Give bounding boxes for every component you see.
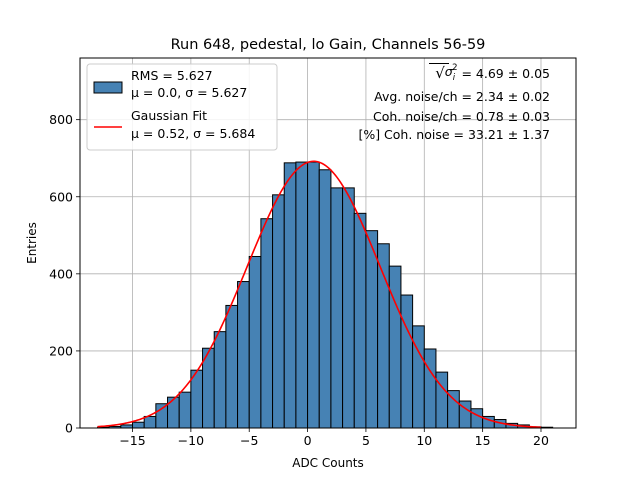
annotation-sigma-subscript: i: [453, 73, 456, 83]
histogram-bar-19: [318, 169, 332, 429]
histogram-bar-23: [365, 230, 379, 429]
histogram-bar-10: [213, 331, 227, 429]
annotation-total-noise-value: = 4.69 ± 0.05: [457, 66, 550, 81]
x-tick-label-5: 10: [416, 433, 432, 448]
annotation-avg-noise: Avg. noise/ch = 2.34 ± 0.02: [374, 89, 550, 104]
y-axis-label: Entries: [25, 222, 39, 264]
plot-frame: [79, 57, 577, 429]
x-tick-label-2: −5: [240, 433, 258, 448]
x-axis-label: ADC Counts: [292, 456, 364, 470]
histogram-bar-5: [155, 403, 169, 429]
histogram-bar-22: [353, 212, 367, 429]
legend: RMS = 5.627 μ = 0.0, σ = 5.627 Gaussian …: [86, 63, 278, 151]
chart-title: Run 648, pedestal, lo Gain, Channels 56-…: [171, 37, 486, 53]
histogram-bar-13: [248, 255, 262, 429]
histogram-bar-18: [307, 161, 320, 429]
legend-fit-stats: μ = 0.52, σ = 5.684: [131, 126, 255, 141]
x-tick-label-3: 0: [304, 433, 312, 448]
histogram-bar-12: [237, 281, 250, 429]
histogram-bar-11: [225, 304, 239, 429]
statistics-annotations: √σi2 = 4.69 ± 0.05 Avg. noise/ch = 2.34 …: [358, 63, 550, 142]
annotation-coh-noise-percent: [%] Coh. noise = 33.21 ± 1.37: [358, 127, 550, 142]
annotation-total-noise: √σi2 = 4.69 ± 0.05: [435, 63, 550, 83]
histogram-bar-20: [330, 187, 344, 429]
y-tick-label-4: 800: [49, 112, 73, 127]
legend-fit-label: Gaussian Fit: [131, 108, 207, 123]
histogram-bar-14: [260, 218, 274, 429]
histogram-bar-26: [400, 294, 414, 429]
y-axis-ticks: 0 200 400 600 800: [49, 112, 80, 436]
histogram-bar-4: [143, 415, 157, 429]
x-tick-label-1: −10: [178, 433, 204, 448]
y-tick-label-0: 0: [65, 421, 73, 436]
histogram-bar-25: [388, 265, 402, 429]
annotation-sigma-superscript: 2: [452, 63, 457, 73]
annotation-sigma-symbol: σ: [445, 64, 454, 79]
annotation-coh-noise: Coh. noise/ch = 0.78 ± 0.03: [373, 109, 550, 124]
annotation-sqrt-symbol: √: [435, 64, 445, 82]
x-tick-label-6: 15: [475, 433, 491, 448]
histogram-bar-16: [283, 162, 297, 429]
histogram-bar-3: [132, 421, 145, 429]
histogram-bar-7: [178, 391, 192, 429]
histogram-bar-6: [167, 396, 180, 429]
legend-histogram-stats: μ = 0.0, σ = 5.627: [131, 85, 247, 100]
legend-histogram-swatch: [93, 81, 123, 94]
x-axis-ticks: −15 −10 −5 0 5 10 15 20: [119, 428, 549, 448]
histogram-bar-28: [423, 348, 437, 429]
histogram-bar-24: [377, 243, 390, 429]
histogram-bar-17: [295, 161, 309, 429]
histogram-bar-21: [342, 187, 355, 429]
x-tick-label-0: −15: [119, 433, 145, 448]
histogram-bar-27: [412, 325, 425, 429]
legend-histogram-label: RMS = 5.627: [131, 68, 213, 83]
legend-frame: [86, 63, 278, 151]
histogram-bar-32: [470, 408, 484, 429]
x-tick-label-7: 20: [533, 433, 549, 448]
x-tick-label-4: 5: [362, 433, 370, 448]
gaussian-fit-curve: [97, 160, 542, 429]
y-tick-label-2: 400: [49, 266, 73, 281]
histogram-bar-15: [272, 194, 285, 429]
y-tick-label-1: 200: [49, 343, 73, 358]
y-tick-label-3: 600: [49, 189, 73, 204]
